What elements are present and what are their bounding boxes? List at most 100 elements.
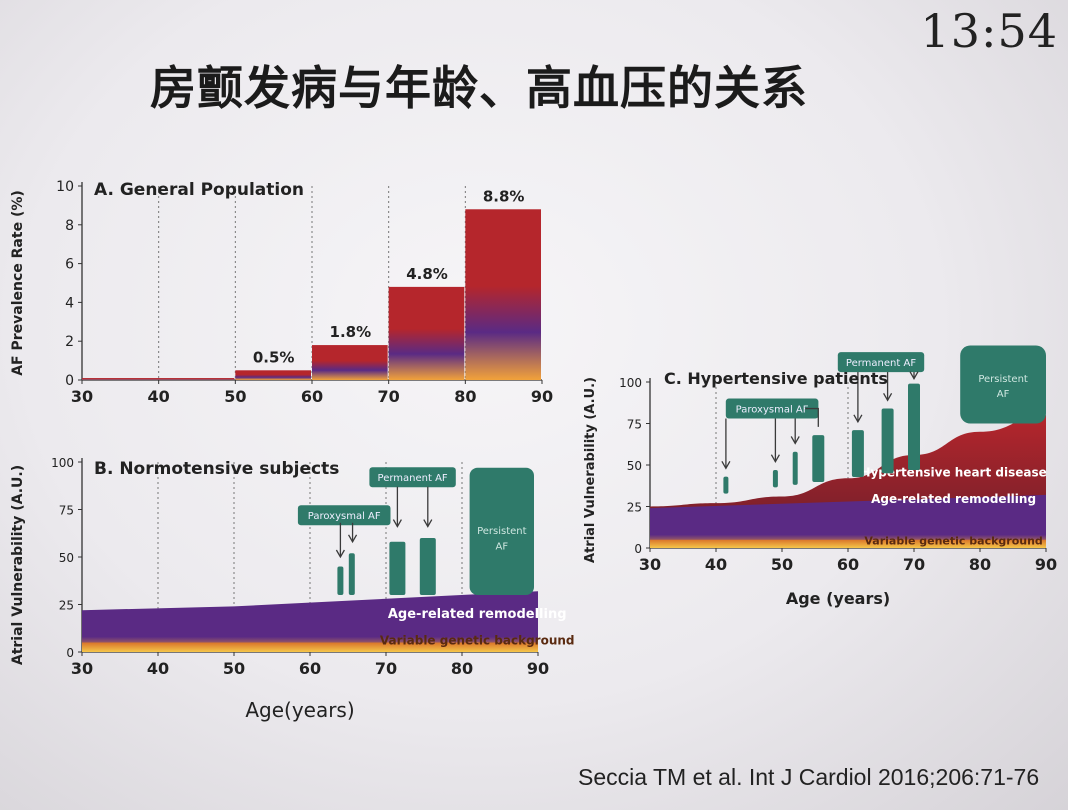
- y-tick-label: 75: [59, 504, 74, 518]
- callout-arrow-head: [909, 371, 919, 380]
- episode-bar: [881, 408, 894, 474]
- bar: [388, 286, 465, 380]
- y-tick-label: 25: [627, 501, 642, 515]
- y-tick-label: 0: [65, 373, 74, 389]
- area-age-related-remodelling: [650, 494, 1046, 548]
- layer-label-hypertensive: Hypertensive heart disease: [860, 466, 1046, 480]
- y-tick-label: 4: [65, 295, 74, 311]
- callout-paroxysmal-box: [725, 398, 819, 419]
- y-tick-label: 75: [627, 418, 642, 432]
- clock-readout: 13:54: [920, 4, 1058, 58]
- x-tick-label: 60: [301, 387, 323, 406]
- callout-permanent-label: Permanent AF: [846, 358, 916, 369]
- y-axis-label: Atrial Vulnerability (A.U.): [583, 377, 598, 563]
- callout-arrow-head: [347, 534, 358, 544]
- y-tick-label: 8: [65, 218, 74, 234]
- x-axis-label: Age(years): [245, 698, 354, 722]
- x-tick-label: 40: [147, 659, 169, 678]
- layer-label-remodelling: Age-related remodelling: [388, 607, 567, 622]
- persistent-af-label: AF: [496, 541, 509, 552]
- bar: [312, 345, 388, 380]
- y-tick-label: 0: [634, 542, 642, 556]
- x-tick-label: 80: [451, 659, 473, 678]
- callout-arrow-line: [805, 407, 819, 427]
- x-tick-label: 70: [903, 555, 925, 574]
- callout-paroxysmal-label: Paroxysmal AF: [736, 405, 809, 416]
- episode-bar: [348, 553, 355, 595]
- x-tick-label: 60: [837, 555, 859, 574]
- x-tick-label: 80: [969, 555, 991, 574]
- x-tick-label: 70: [375, 659, 397, 678]
- x-tick-label: 30: [71, 659, 93, 678]
- y-tick-label: 2: [65, 334, 74, 350]
- callout-paroxysmal-label: Paroxysmal AF: [308, 511, 381, 522]
- episode-bar: [792, 451, 798, 485]
- callout-arrow-head: [883, 392, 893, 402]
- x-tick-label: 40: [705, 555, 727, 574]
- persistent-af-box: [469, 467, 534, 595]
- y-tick-label: 10: [56, 179, 74, 195]
- callout-paroxysmal-box: [297, 505, 391, 526]
- bar-data-label: 0.5%: [253, 348, 295, 366]
- x-tick-label: 50: [224, 387, 246, 406]
- bar: [235, 370, 311, 380]
- episode-bar: [723, 476, 729, 494]
- y-tick-label: 0: [66, 646, 74, 660]
- y-tick-label: 100: [51, 456, 74, 470]
- panel-title: A. General Population: [94, 180, 304, 200]
- persistent-af-label: Persistent: [477, 526, 527, 537]
- episode-bar: [851, 430, 864, 478]
- persistent-af-label: Persistent: [978, 374, 1028, 385]
- y-tick-label: 6: [65, 257, 74, 273]
- x-tick-label: 70: [378, 387, 400, 406]
- panel-title: C. Hypertensive patients: [664, 369, 888, 388]
- x-tick-label: 50: [223, 659, 245, 678]
- callout-arrow-head: [853, 414, 863, 424]
- layer-label-genetic: Variable genetic background: [380, 633, 575, 647]
- callout-arrow-head: [335, 549, 345, 559]
- slide-title: 房颤发病与年龄、高血压的关系: [150, 61, 808, 115]
- area-variable-genetic-background: [82, 642, 538, 652]
- callout-permanent-box: [837, 352, 925, 373]
- y-tick-label: 50: [59, 551, 74, 565]
- area-variable-genetic-background: [650, 539, 1046, 548]
- y-tick-label: 50: [627, 459, 642, 473]
- episode-bar: [812, 435, 825, 483]
- layer-label-genetic: Variable genetic background: [864, 535, 1042, 548]
- episode-bar: [772, 469, 778, 488]
- bar-data-label: 4.8%: [406, 265, 448, 283]
- persistent-af-box: [960, 345, 1046, 424]
- citation: Seccia TM et al. Int J Cardiol 2016;206:…: [578, 764, 1040, 790]
- x-tick-label: 50: [771, 555, 793, 574]
- callout-permanent-label: Permanent AF: [378, 473, 448, 484]
- x-tick-label: 80: [454, 387, 476, 406]
- bar-data-label: 1.8%: [330, 323, 372, 341]
- x-tick-label: 30: [71, 387, 93, 406]
- callout-arrow-head: [790, 436, 800, 445]
- y-axis-label: AF Prevalence Rate (%): [10, 190, 26, 376]
- y-tick-label: 100: [619, 376, 642, 390]
- x-tick-label: 90: [1035, 555, 1057, 574]
- episode-bar: [908, 383, 920, 470]
- x-tick-label: 60: [299, 659, 321, 678]
- panel-title: B. Normotensive subjects: [94, 459, 339, 479]
- callout-arrow-head: [721, 460, 731, 470]
- callout-arrow-head: [423, 519, 433, 528]
- x-tick-label: 30: [639, 555, 661, 574]
- layer-label-remodelling: Age-related remodelling: [871, 492, 1036, 506]
- area-age-related-remodelling: [82, 591, 538, 652]
- x-tick-label: 40: [148, 387, 170, 406]
- bar: [82, 378, 235, 380]
- bar-data-label: 8.8%: [483, 187, 525, 205]
- x-tick-label: 90: [531, 387, 553, 406]
- bar: [465, 209, 541, 380]
- episode-bar: [419, 538, 436, 595]
- persistent-af-label: AF: [997, 389, 1010, 400]
- y-axis-label: Atrial Vulnerability (A.U.): [10, 465, 26, 665]
- x-tick-label: 90: [527, 659, 549, 678]
- episode-bar: [389, 541, 406, 595]
- episode-bar: [337, 566, 344, 595]
- y-tick-label: 25: [59, 599, 74, 613]
